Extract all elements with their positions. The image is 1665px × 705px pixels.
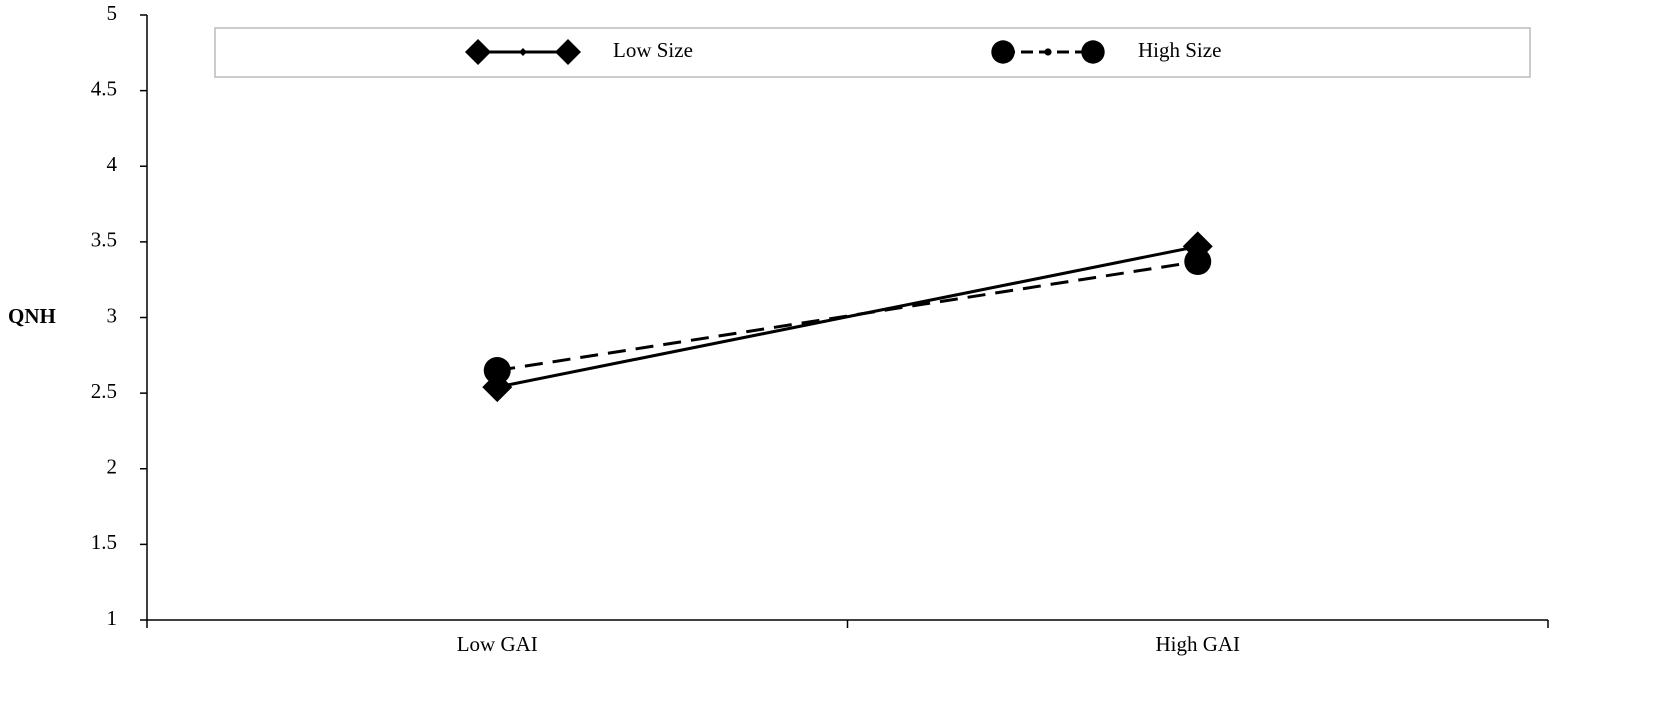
y-tick-label: 4 xyxy=(107,152,118,176)
y-tick-label: 3.5 xyxy=(91,228,117,252)
marker xyxy=(1044,48,1052,56)
y-axis-label: QNH xyxy=(8,304,56,328)
y-tick-label: 4.5 xyxy=(91,76,117,100)
marker xyxy=(1184,248,1212,276)
y-tick-label: 1 xyxy=(107,606,118,630)
legend-label: High Size xyxy=(1138,38,1221,62)
x-tick-label: Low GAI xyxy=(457,632,538,656)
legend-label: Low Size xyxy=(613,38,693,62)
y-tick-label: 5 xyxy=(107,1,118,25)
legend-box xyxy=(214,27,1531,78)
marker xyxy=(555,39,581,65)
marker xyxy=(483,356,511,384)
x-tick-label: High GAI xyxy=(1155,632,1240,656)
series-line xyxy=(497,260,1198,372)
marker xyxy=(991,40,1015,64)
y-tick-label: 3 xyxy=(107,303,118,327)
y-tick-label: 1.5 xyxy=(91,530,117,554)
y-tick-label: 2 xyxy=(107,455,118,479)
series-line xyxy=(496,244,1199,389)
marker xyxy=(519,48,527,56)
marker xyxy=(465,39,491,65)
y-tick-label: 2.5 xyxy=(91,379,117,403)
marker xyxy=(1081,40,1105,64)
